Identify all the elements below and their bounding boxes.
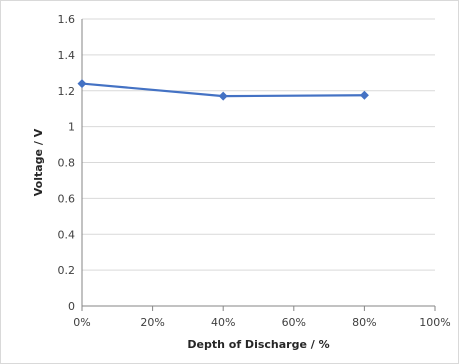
x-tick-label: 60% bbox=[282, 316, 306, 329]
series bbox=[77, 79, 369, 101]
y-tick-label: 0 bbox=[68, 300, 75, 313]
y-tick-label: 0.8 bbox=[58, 157, 76, 170]
y-tick-label: 0.4 bbox=[58, 228, 76, 241]
x-axis-title: Depth of Discharge / % bbox=[187, 338, 329, 351]
y-axis-title: Voltage / V bbox=[32, 128, 45, 196]
x-tick-label: 40% bbox=[211, 316, 235, 329]
axes bbox=[81, 19, 436, 311]
y-tick-label: 1.6 bbox=[58, 13, 76, 26]
x-tick-label: 20% bbox=[140, 316, 164, 329]
y-tick-label: 1.4 bbox=[58, 49, 76, 62]
data-point-marker bbox=[359, 90, 369, 100]
data-point-marker bbox=[77, 79, 87, 89]
y-tick-labels: 0 0.2 0.4 0.6 0.8 1 1.2 1.4 1.6 bbox=[58, 13, 76, 313]
x-tick-label: 80% bbox=[352, 316, 376, 329]
y-tick-label: 1.2 bbox=[58, 85, 76, 98]
x-tick-label: 0% bbox=[73, 316, 90, 329]
x-tick-label: 100% bbox=[419, 316, 450, 329]
y-tick-label: 1 bbox=[68, 121, 75, 134]
gridlines bbox=[82, 18, 435, 271]
x-tick-labels: 0% 20% 40% 60% 80% 100% bbox=[73, 316, 450, 329]
y-tick-label: 0.6 bbox=[58, 192, 76, 205]
y-tick-label: 0.2 bbox=[58, 264, 76, 277]
data-point-marker bbox=[218, 91, 228, 101]
